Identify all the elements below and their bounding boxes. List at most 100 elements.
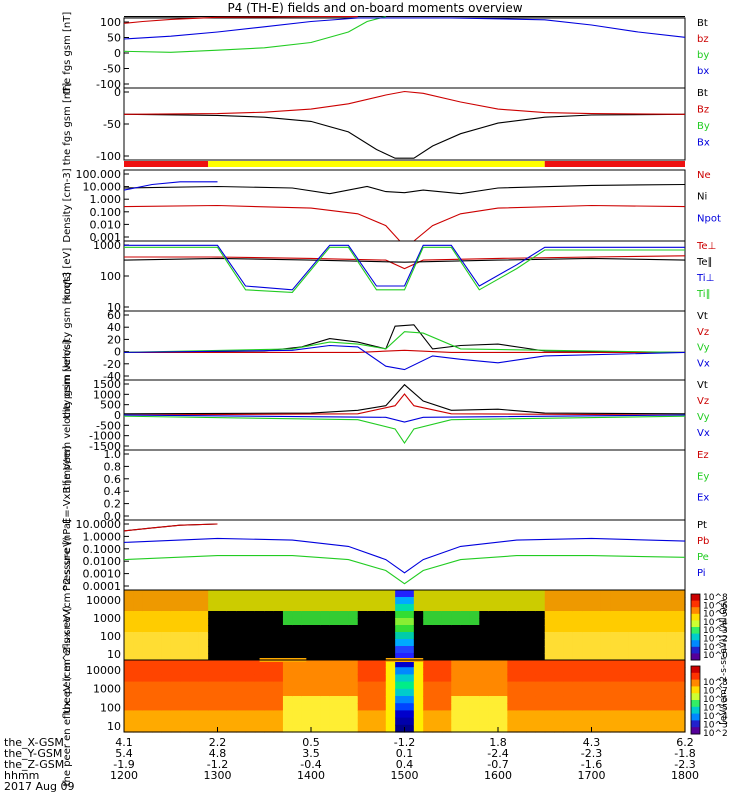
legend-entry: Vt [697, 380, 708, 391]
y-tick-label: 40 [107, 321, 121, 334]
y-axis-label: Pressure [nPa] [62, 519, 73, 591]
series-Ni-line [123, 183, 686, 195]
y-tick-label: 0.8 [104, 460, 122, 473]
y-tick-label: 0.001 [90, 231, 122, 244]
status-bar-red-left [124, 161, 209, 167]
y-tick-label: 100 [100, 701, 121, 714]
x-tick-label: 1.8 [489, 736, 507, 749]
x-tick-label: 1700 [578, 769, 606, 782]
series-Npot-line [123, 181, 218, 191]
status-bar-red-right [544, 161, 685, 167]
x-tick-label: -1.9 [113, 758, 134, 771]
series-bz-line [123, 16, 358, 24]
legend-entry: Vz [697, 396, 709, 407]
y-tick-label: -40 [103, 370, 121, 383]
panel-2 [123, 87, 686, 161]
legend-entry: Pb [697, 536, 709, 547]
y-tick-label: 1500 [93, 378, 121, 391]
legend-entry: Pe [697, 552, 709, 563]
legend-entry: Vx [697, 358, 710, 369]
y-tick-label: 1.0000 [83, 530, 122, 543]
series-bx-line [123, 17, 686, 40]
series-Ti∥-line [124, 246, 685, 293]
y-tick-label: 1000 [93, 239, 121, 252]
series-Vz-line [124, 349, 685, 353]
x-tick-label: 2.2 [209, 736, 227, 749]
series-Vx-line [123, 344, 686, 371]
legend-entry: Vy [697, 412, 710, 423]
y-axis-label: the peir en eflux eV (cm^2-s-sr-eV) [62, 536, 73, 713]
series-by-line [123, 16, 386, 53]
y-tick-label: 10 [107, 648, 121, 661]
legend-entry: Bx [697, 138, 710, 149]
x-tick-label: -2.4 [487, 747, 508, 760]
colorbar-tick-label: 10^8 [703, 678, 728, 688]
y-tick-label: 10 [107, 720, 121, 733]
x-tick-label: 0.4 [396, 758, 414, 771]
y-tick-label: 10.0000 [76, 518, 122, 531]
legend-entry: Te∥ [696, 257, 713, 268]
y-tick-label: 50 [107, 32, 121, 45]
x-tick-label: 1500 [391, 769, 419, 782]
y-tick-label: -1000 [89, 430, 121, 443]
y-tick-label: 1.0 [104, 448, 122, 461]
colorbar-tick-label: 10^6 [703, 695, 728, 705]
legend-entry: Te⊥ [696, 241, 716, 252]
legend-entry: Bz [697, 105, 709, 116]
y-tick-label: 100 [100, 270, 121, 283]
series-Pe-line [123, 555, 686, 585]
legend-entry: Ne [697, 170, 711, 181]
legend-entry: bx [697, 66, 709, 77]
colorbar-tick-label: 10^4 [703, 618, 728, 628]
y-tick-label: 0 [114, 86, 121, 99]
y-tick-label: 0.010 [90, 218, 122, 231]
x-tick-label: -2.3 [674, 758, 695, 771]
x-tick-label: -0.4 [300, 758, 321, 771]
y-tick-label: -20 [103, 358, 121, 371]
x-tick-label: 1300 [204, 769, 232, 782]
x-tick-label: -2.3 [581, 747, 602, 760]
colorbar-frame [690, 593, 701, 661]
y-tick-label: 0.4 [104, 485, 122, 498]
x-tick-label: 1800 [671, 769, 699, 782]
x-tick-label: 3.5 [302, 747, 320, 760]
status-bar-yellow [208, 161, 545, 167]
panel-4 [123, 240, 686, 312]
legend-entry: Ex [697, 493, 709, 504]
panel-frame [123, 449, 686, 521]
y-tick-label: 1000 [93, 683, 121, 696]
y-tick-label: -100 [96, 78, 121, 91]
y-tick-label: 0.6 [104, 473, 122, 486]
panel-frame [123, 17, 686, 89]
y-tick-label: 500 [100, 399, 121, 412]
y-tick-label: 0 [114, 47, 121, 60]
y-tick-label: 0.1000 [83, 543, 122, 556]
y-tick-label: 0 [114, 346, 121, 359]
legend-entry: Ey [697, 471, 709, 482]
series-Pi-line [123, 537, 686, 574]
y-axis-label: the peem velocity gsm [km/s] [62, 340, 73, 490]
x-tick-label: 5.4 [115, 747, 133, 760]
panel-6 [123, 379, 686, 451]
legend-entry: Vy [697, 343, 710, 354]
y-tick-label: 10000 [86, 594, 121, 607]
colorbar-tick-label: 10^8 [703, 593, 728, 603]
y-tick-label: -100 [96, 150, 121, 163]
series-Vy-line [123, 331, 686, 353]
y-axis-label: E=-VxB [mV/m] [62, 446, 73, 524]
series-Vy-line [123, 415, 686, 444]
legend-entry: Ti⊥ [696, 273, 714, 284]
x-tick-label: 4.1 [115, 736, 133, 749]
y-axis-label: the fgs gsm [nT] [62, 83, 73, 166]
y-tick-label: 0.0010 [83, 568, 122, 581]
x-row-label: the_X-GSM [4, 736, 64, 749]
y-tick-label: 0 [114, 409, 121, 422]
x-tick-label: 1200 [110, 769, 138, 782]
x-tick-label: 1600 [484, 769, 512, 782]
y-tick-label: 60 [107, 309, 121, 322]
panel-frame [123, 87, 686, 161]
legend-entry: Vt [697, 311, 708, 322]
y-tick-label: 100 [100, 630, 121, 643]
y-axis-label: the peim velocity gsm [km/s] [62, 272, 73, 419]
series-Vz-line [123, 393, 686, 416]
